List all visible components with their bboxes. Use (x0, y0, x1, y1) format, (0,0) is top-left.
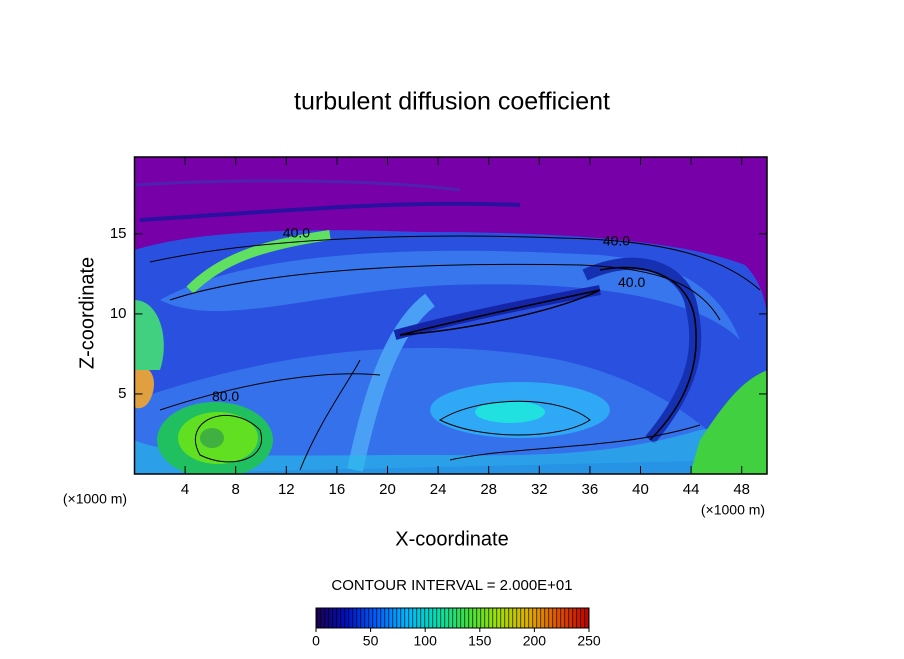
chart-title: turbulent diffusion coefficient (294, 88, 610, 116)
y-axis-label: Z-coordinate (76, 257, 98, 369)
x-tick-label: 44 (683, 481, 700, 498)
colorbar-tick-label: 50 (363, 633, 379, 649)
x-tick-label: 28 (480, 481, 497, 498)
x-tick-label: 8 (232, 481, 240, 498)
x-tick-label: 12 (278, 481, 295, 498)
colorbar-tick-label: 250 (577, 633, 601, 649)
x-tick-label: 4 (181, 481, 189, 498)
x-tick-label: 40 (632, 481, 649, 498)
contour-label: 80.0 (212, 388, 239, 404)
colorbar-tick-label: 0 (312, 633, 320, 649)
plot-frame (133, 156, 768, 475)
x-tick-label: 24 (430, 481, 447, 498)
y-tick-label: 15 (110, 225, 127, 242)
y-unit: (×1000 m) (63, 491, 127, 507)
colorbar-tick-label: 150 (468, 633, 492, 649)
x-tick-label: 48 (733, 481, 750, 498)
colorbar-frame (315, 607, 590, 629)
field (134, 157, 767, 474)
x-tick-label: 32 (531, 481, 548, 498)
x-unit: (×1000 m) (701, 502, 765, 518)
x-tick-label: 16 (329, 481, 346, 498)
x-tick-label: 36 (582, 481, 599, 498)
contour-label: 40.0 (283, 225, 310, 241)
x-axis-label: X-coordinate (395, 528, 508, 550)
x-tick-label: 20 (379, 481, 396, 498)
colorbar-tick-label: 100 (414, 633, 438, 649)
contour-label: 40.0 (618, 274, 645, 290)
y-tick-label: 5 (118, 385, 126, 402)
contour-label: 40.0 (603, 233, 630, 249)
contour-interval: CONTOUR INTERVAL = 2.000E+01 (331, 577, 572, 594)
colorbar-tick-label: 200 (523, 633, 547, 649)
y-tick-label: 10 (110, 305, 127, 322)
